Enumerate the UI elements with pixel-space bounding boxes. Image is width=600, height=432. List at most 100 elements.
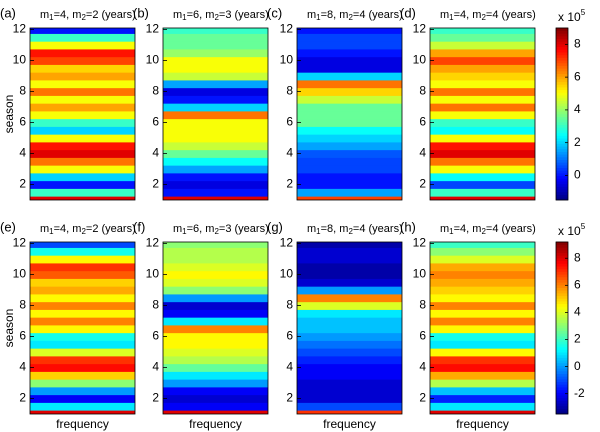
colorbar-swatch [556, 129, 568, 134]
heatmap-cell [430, 118, 535, 127]
title-part: =4 (years) [353, 223, 403, 235]
heatmap-cell [30, 316, 135, 326]
colorbar-frame [555, 241, 569, 415]
colorbar-swatch [556, 392, 568, 396]
colorbar-swatch [556, 306, 568, 310]
heatmap-cell [163, 118, 268, 127]
y-tick-label: 8 [419, 84, 426, 98]
heatmap-cell [163, 63, 268, 73]
heatmap-cell [30, 94, 135, 104]
heatmap-cell [30, 394, 135, 403]
heatmap-cell [163, 409, 268, 414]
colorbar-swatch [556, 105, 568, 109]
heatmap [297, 242, 402, 414]
heatmap-cell [163, 79, 268, 89]
colorbar-swatch [556, 255, 568, 259]
y-tick-label: 4 [286, 146, 293, 160]
y-tick-label: 2 [286, 391, 293, 405]
colorbar-swatch [556, 137, 568, 142]
heatmap-cell [30, 324, 135, 334]
heatmap-cell [30, 355, 135, 365]
heatmap-cell [297, 141, 402, 151]
title-part: 1 [316, 13, 321, 22]
heatmap-cell [30, 71, 135, 81]
heatmap-cell [163, 94, 268, 104]
heatmap-cell [30, 347, 135, 357]
colorbar-swatch [556, 124, 568, 128]
colorbar-exponent: x 105 [558, 222, 586, 238]
title-part: 1 [182, 13, 187, 22]
colorbar-swatch [556, 343, 568, 348]
colorbar-swatch [556, 108, 568, 112]
colorbar-swatch [556, 178, 568, 182]
title-part: 1 [49, 13, 54, 22]
heatmap-cell [297, 149, 402, 158]
colorbar-swatch [556, 359, 568, 364]
title-part: =3 (years) [219, 223, 269, 235]
y-tick-label: 12 [413, 22, 427, 36]
colorbar-tick-label: 4 [574, 305, 581, 319]
heatmap-cell [30, 308, 135, 318]
colorbar-swatch [556, 94, 568, 99]
colorbar-swatch [556, 405, 568, 409]
colorbar-swatch [556, 73, 568, 77]
heatmap-cell [297, 378, 402, 388]
colorbar-swatch [556, 311, 568, 315]
colorbar-exponent: x 105 [558, 8, 586, 24]
colorbar-tick-label: 6 [574, 278, 581, 292]
colorbar-swatch [556, 381, 568, 385]
colorbar-swatch [556, 167, 568, 171]
colorbar-swatch [556, 186, 568, 190]
colorbar-swatch [556, 33, 568, 37]
heatmap-cell [30, 246, 135, 256]
colorbar-swatch [556, 319, 568, 323]
heatmap-cell [30, 149, 135, 158]
title-part: =2 (years) [86, 223, 136, 235]
plot-frame [296, 241, 403, 415]
colorbar-swatch [556, 263, 568, 267]
colorbar-swatch [556, 378, 568, 383]
colorbar-swatch [556, 143, 568, 147]
heatmap-cell [430, 156, 535, 166]
y-tick-label: 2 [152, 177, 159, 191]
heatmap-cell [163, 125, 268, 135]
colorbar-swatch [556, 249, 568, 254]
heatmap-cell [430, 48, 535, 58]
colorbar-swatch [556, 148, 568, 152]
heatmap-cell [297, 156, 402, 166]
panel-label: (b) [133, 5, 149, 20]
heatmap-cell [30, 363, 135, 372]
title-part: m [472, 9, 481, 21]
heatmap-cell [430, 339, 535, 349]
heatmap-cell [430, 94, 535, 104]
panel-title: m1=8, m2=4 (years) [307, 223, 403, 236]
heatmap [430, 242, 535, 414]
y-tick-label: 6 [152, 329, 159, 343]
heatmap-cell [163, 195, 268, 200]
colorbar-swatch [556, 135, 568, 139]
y-tick-label: 6 [286, 115, 293, 129]
colorbar-swatch [556, 188, 568, 193]
y-tick-label: 6 [419, 329, 426, 343]
colorbar-tick-label: 2 [574, 332, 581, 346]
heatmap-cell [430, 355, 535, 365]
heatmap-cell [30, 133, 135, 143]
colorbar-swatch [556, 183, 568, 187]
heatmap-cell [430, 32, 535, 42]
heatmap-cell [30, 180, 135, 189]
title-part: =2 (years) [86, 9, 136, 21]
colorbar-swatch [556, 154, 568, 158]
heatmap-cell [163, 386, 268, 396]
heatmap-cell [430, 401, 535, 411]
colorbar-swatch [556, 397, 568, 401]
colorbar-swatch [556, 89, 568, 93]
heatmap-cell [163, 56, 268, 65]
heatmap-cell [163, 28, 268, 34]
y-tick-label: 4 [19, 360, 26, 374]
colorbar-swatch [556, 335, 568, 340]
y-tick-label: 6 [19, 329, 26, 343]
heatmap-cell [430, 63, 535, 73]
heatmap-cell [30, 285, 135, 295]
heatmap-cell [163, 293, 268, 303]
heatmap-cell [430, 71, 535, 81]
